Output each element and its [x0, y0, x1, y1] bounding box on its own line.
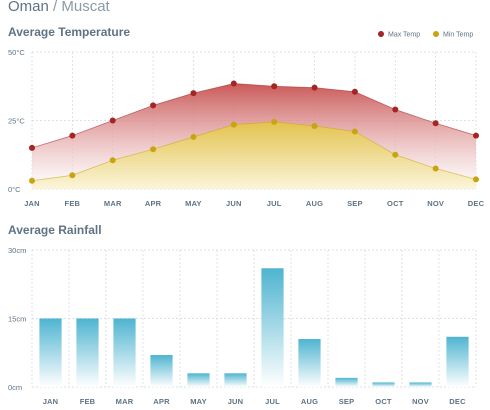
rain-bar[interactable] [224, 373, 247, 387]
rain-x-tick-label: APR [153, 397, 170, 406]
rain-y-tick-label: 0cm [8, 383, 22, 392]
temperature-chart-title: Average Temperature [8, 25, 131, 39]
rain-x-tick-label: JUN [228, 397, 244, 406]
min-temp-point[interactable] [69, 172, 76, 179]
temp-y-tick-label: 0°C [8, 185, 21, 194]
rain-x-tick-label: MAR [116, 397, 134, 406]
min-temp-point[interactable] [29, 177, 35, 184]
min-temp-point[interactable] [473, 176, 479, 183]
max-temp-point[interactable] [311, 84, 318, 91]
min-temp-point[interactable] [230, 121, 237, 128]
page-header: Oman / Muscat [8, 0, 110, 15]
legend-max-temp-marker [378, 31, 384, 37]
max-temp-line [31, 83, 477, 149]
legend-max-temp-label[interactable]: Max Temp [388, 32, 420, 39]
temp-x-tick-label: JAN [24, 199, 40, 208]
temp-x-tick-label: MAR [104, 199, 122, 208]
rain-x-tick-label: AUG [301, 397, 318, 406]
min-temp-line [31, 121, 477, 182]
max-temp-point[interactable] [230, 80, 237, 87]
max-temp-point[interactable] [190, 90, 197, 97]
rain-bar[interactable] [187, 373, 210, 387]
min-temp-point[interactable] [392, 151, 399, 158]
temp-x-tick-label: NOV [427, 199, 444, 208]
rain-x-tick-label: NOV [412, 397, 429, 406]
temp-x-tick-label: MAY [185, 199, 202, 208]
min-temp-point[interactable] [109, 157, 116, 164]
rain-bar[interactable] [39, 318, 62, 388]
max-temp-point[interactable] [473, 132, 479, 139]
temp-x-tick-label: AUG [306, 199, 323, 208]
max-temp-point[interactable] [351, 88, 358, 95]
temp-x-tick-label: SEP [347, 199, 363, 208]
temp-legend: Max Temp Min Temp [378, 31, 473, 39]
rain-x-tick-label: JUL [265, 397, 280, 406]
temp-x-tick-label: FEB [65, 199, 81, 208]
min-temp-point[interactable] [311, 122, 318, 129]
min-temp-area [32, 121, 476, 189]
rain-x-tick-label: DEC [449, 397, 466, 406]
max-temp-point[interactable] [392, 106, 399, 113]
min-temp-point[interactable] [190, 133, 197, 140]
rainfall-chart: 30cm 15cm 0cm JAN FEB MAR APR MAY JUN JUL AUG SEP OC… [8, 246, 477, 406]
temp-y-tick-label: 25°C [8, 117, 25, 126]
rain-y-tick-label: 15cm [8, 315, 26, 324]
max-temp-point[interactable] [29, 144, 35, 151]
rain-x-tick-label: SEP [339, 397, 355, 406]
rain-bar[interactable] [261, 268, 284, 387]
temp-x-tick-label: APR [145, 199, 162, 208]
temp-x-tick-label: OCT [387, 199, 404, 208]
min-temp-point[interactable] [150, 146, 157, 153]
rain-bar[interactable] [372, 382, 395, 387]
rain-bar[interactable] [298, 339, 321, 387]
breadcrumb-separator: / [53, 0, 58, 15]
rainfall-chart-title: Average Rainfall [8, 223, 102, 237]
max-temp-point[interactable] [109, 117, 116, 124]
max-temp-point[interactable] [271, 83, 278, 90]
city-name: Muscat [61, 0, 110, 15]
rain-x-tick-label: FEB [80, 397, 96, 406]
min-temp-point[interactable] [351, 128, 358, 135]
legend-min-temp-label[interactable]: Min Temp [443, 32, 473, 39]
temp-x-tick-label: JUL [267, 199, 282, 208]
temp-x-tick-label: JUN [226, 199, 242, 208]
rain-bar[interactable] [113, 318, 136, 388]
max-temp-point[interactable] [69, 132, 76, 139]
min-temp-point[interactable] [432, 165, 439, 172]
rain-bar[interactable] [335, 377, 358, 387]
rain-bar[interactable] [409, 382, 432, 387]
max-temp-point[interactable] [150, 102, 157, 109]
rain-x-tick-label: JAN [43, 397, 59, 406]
country-name[interactable]: Oman [8, 0, 49, 15]
temp-x-tick-label: DEC [468, 199, 485, 208]
rain-bar[interactable] [150, 355, 173, 387]
rain-bar[interactable] [76, 318, 99, 388]
rain-bar[interactable] [446, 336, 469, 387]
rain-x-tick-label: OCT [375, 397, 392, 406]
max-temp-point[interactable] [432, 120, 439, 127]
min-temp-point[interactable] [271, 118, 278, 125]
legend-min-temp-marker [433, 31, 439, 37]
temp-y-tick-label: 50°C [8, 48, 25, 57]
rain-y-tick-label: 30cm [8, 246, 26, 255]
rain-x-tick-label: MAY [190, 397, 207, 406]
